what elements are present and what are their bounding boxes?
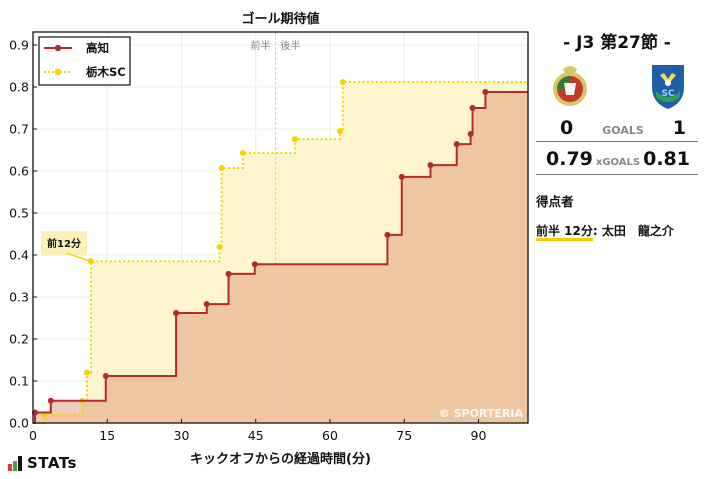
y-tick-label: 0.5 — [9, 206, 29, 221]
legend-kochi-label: 高知 — [86, 41, 109, 55]
stats-logo-text: STATs — [27, 454, 77, 472]
watermark: © SPORTERIA — [439, 407, 524, 420]
xgoals-label: xGOALS — [595, 157, 641, 168]
second-half-label: 後半 — [281, 39, 301, 52]
scorer-time: 前半 12分 — [536, 224, 593, 241]
data-point — [47, 397, 54, 404]
tochigi-emblem-icon: SC — [652, 65, 684, 109]
data-point — [467, 131, 474, 138]
y-tick-label: 0.9 — [9, 38, 29, 53]
series-lines — [31, 78, 528, 424]
axis-ticks: 0 15 30 45 60 75 90 0.0 0.1 0.2 0.3 0.4 0.5 0.6 0.7 0.8… — [9, 38, 486, 444]
kochi-emblem-icon — [553, 66, 587, 106]
y-tick-label: 0.2 — [9, 332, 29, 347]
data-point — [339, 78, 346, 85]
legend: 高知 栃木SC — [38, 36, 131, 86]
first-half-label: 前半 — [251, 39, 271, 52]
away-goals: 1 — [672, 117, 686, 139]
x-tick-label: 45 — [248, 428, 264, 443]
data-point — [102, 372, 109, 379]
data-point — [203, 301, 210, 308]
home-xg: 0.79 — [546, 148, 593, 170]
scorers-title: 得点者 — [536, 194, 574, 209]
y-tick-label: 0.7 — [9, 122, 29, 137]
data-point — [291, 136, 298, 143]
plot-frame — [32, 31, 529, 424]
y-tick-label: 0.4 — [9, 248, 29, 263]
scorer-item: 前半 12分: 太田 龍之介 — [536, 222, 698, 241]
data-point — [251, 261, 258, 268]
series-fills — [33, 81, 528, 424]
scorer-player: : 太田 龍之介 — [592, 224, 674, 238]
x-tick-label: 75 — [396, 428, 412, 443]
goals-label: GOALS — [602, 124, 644, 137]
svg-text:前12分: 前12分 — [47, 237, 81, 250]
data-point — [469, 105, 476, 111]
data-point — [384, 231, 391, 238]
data-point — [239, 149, 246, 156]
x-tick-label: 30 — [174, 428, 190, 443]
team-logos: SC — [536, 61, 698, 111]
data-point — [225, 270, 232, 277]
x-tick-label: 90 — [471, 428, 487, 443]
match-summary: - J3 第27節 - SC 0 GOALS 1 0.79 xGOALS 0.8… — [536, 28, 698, 241]
y-tick-label: 0.1 — [9, 374, 29, 389]
round-title: - J3 第27節 - — [563, 33, 671, 53]
data-point — [398, 173, 405, 180]
y-tick-label: 0.6 — [9, 164, 29, 179]
data-point — [83, 369, 90, 376]
svg-text:SC: SC — [661, 89, 674, 99]
xgoals-row: 0.79 xGOALS 0.81 — [536, 148, 698, 175]
chart-title: ゴール期待値 — [241, 12, 320, 27]
data-point — [336, 128, 343, 135]
x-axis-label: キックオフからの経過時間(分) — [190, 452, 371, 467]
data-point — [216, 244, 223, 251]
y-tick-label: 0.8 — [9, 80, 29, 95]
legend-kochi-marker — [54, 44, 62, 52]
legend-tochigi-marker — [54, 68, 62, 76]
stats-bars-icon — [8, 456, 22, 471]
data-point — [427, 162, 434, 169]
goals-row: 0 GOALS 1 — [536, 117, 698, 142]
x-tick-label: 15 — [99, 428, 115, 443]
goal-annotation: 前12分 — [41, 231, 92, 263]
data-point — [453, 141, 460, 148]
x-tick-label: 0 — [29, 428, 37, 443]
y-tick-label: 0.0 — [9, 416, 29, 431]
x-tick-label: 60 — [322, 428, 338, 443]
y-tick-label: 0.3 — [9, 290, 29, 305]
data-point — [482, 89, 489, 96]
stats-logo: STATs — [8, 456, 77, 471]
legend-tochigi-label: 栃木SC — [86, 65, 126, 79]
home-goals: 0 — [560, 117, 574, 139]
data-point — [218, 165, 225, 172]
away-xg: 0.81 — [643, 148, 690, 170]
data-point — [173, 309, 180, 316]
